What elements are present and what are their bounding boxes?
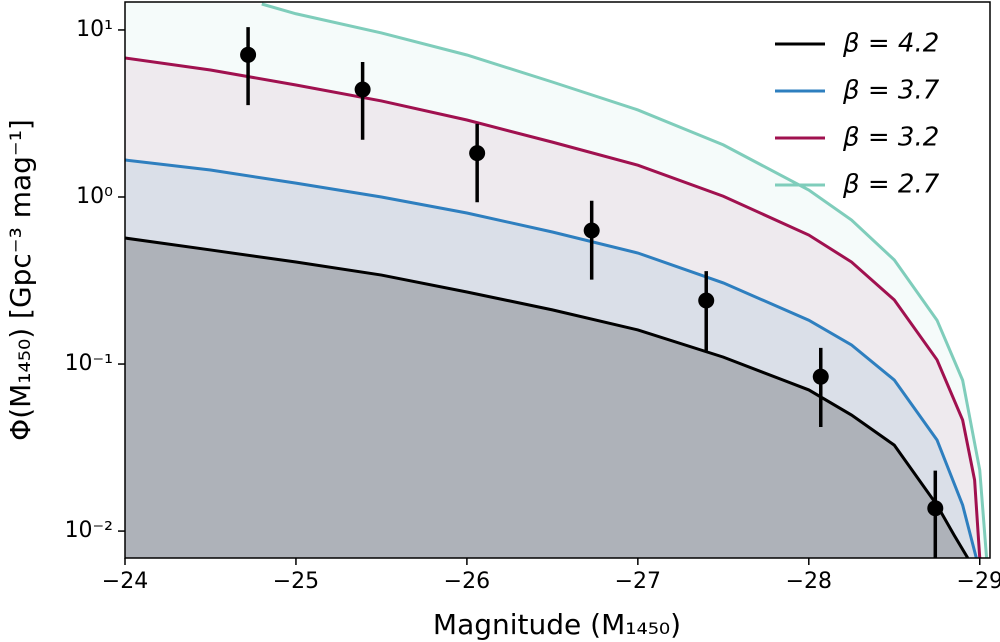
area-fill [125,159,977,558]
y-tick-label: 10⁰ [76,184,113,209]
data-point [240,46,257,63]
plot-area [125,2,989,558]
line [125,158,978,558]
area-fill [125,2,987,558]
area-fill [125,238,968,558]
line [261,2,989,558]
legend-label: β = 2.7 [842,170,940,200]
area-fill [125,57,980,558]
line [125,236,970,558]
axes-frame [124,1,991,559]
data-point [583,222,600,239]
y-tick-label: 10⁻² [65,518,113,543]
legend-label: β = 3.2 [842,123,939,153]
data-point [812,368,829,385]
line [125,56,982,558]
x-tick-label: −28 [786,569,832,594]
legend-label: β = 3.7 [842,76,940,106]
x-tick-label: −24 [102,569,148,594]
y-tick-label: 10⁻¹ [65,351,113,376]
x-axis-label: Magnitude (M₁₄₅₀) [433,608,681,641]
data-point [354,81,371,98]
legend-label: β = 4.2 [842,29,939,59]
x-tick-label: −27 [615,569,661,594]
x-tick-label: −25 [273,569,319,594]
data-point [698,292,715,309]
y-tick-label: 10¹ [76,17,113,42]
data-point [469,145,486,162]
x-tick-label: −26 [444,569,490,594]
x-tick-label: −29 [957,569,1000,594]
y-axis-label: Φ(M₁₄₅₀) [Gpc⁻³ mag⁻¹] [4,119,37,441]
data-point [927,500,944,517]
